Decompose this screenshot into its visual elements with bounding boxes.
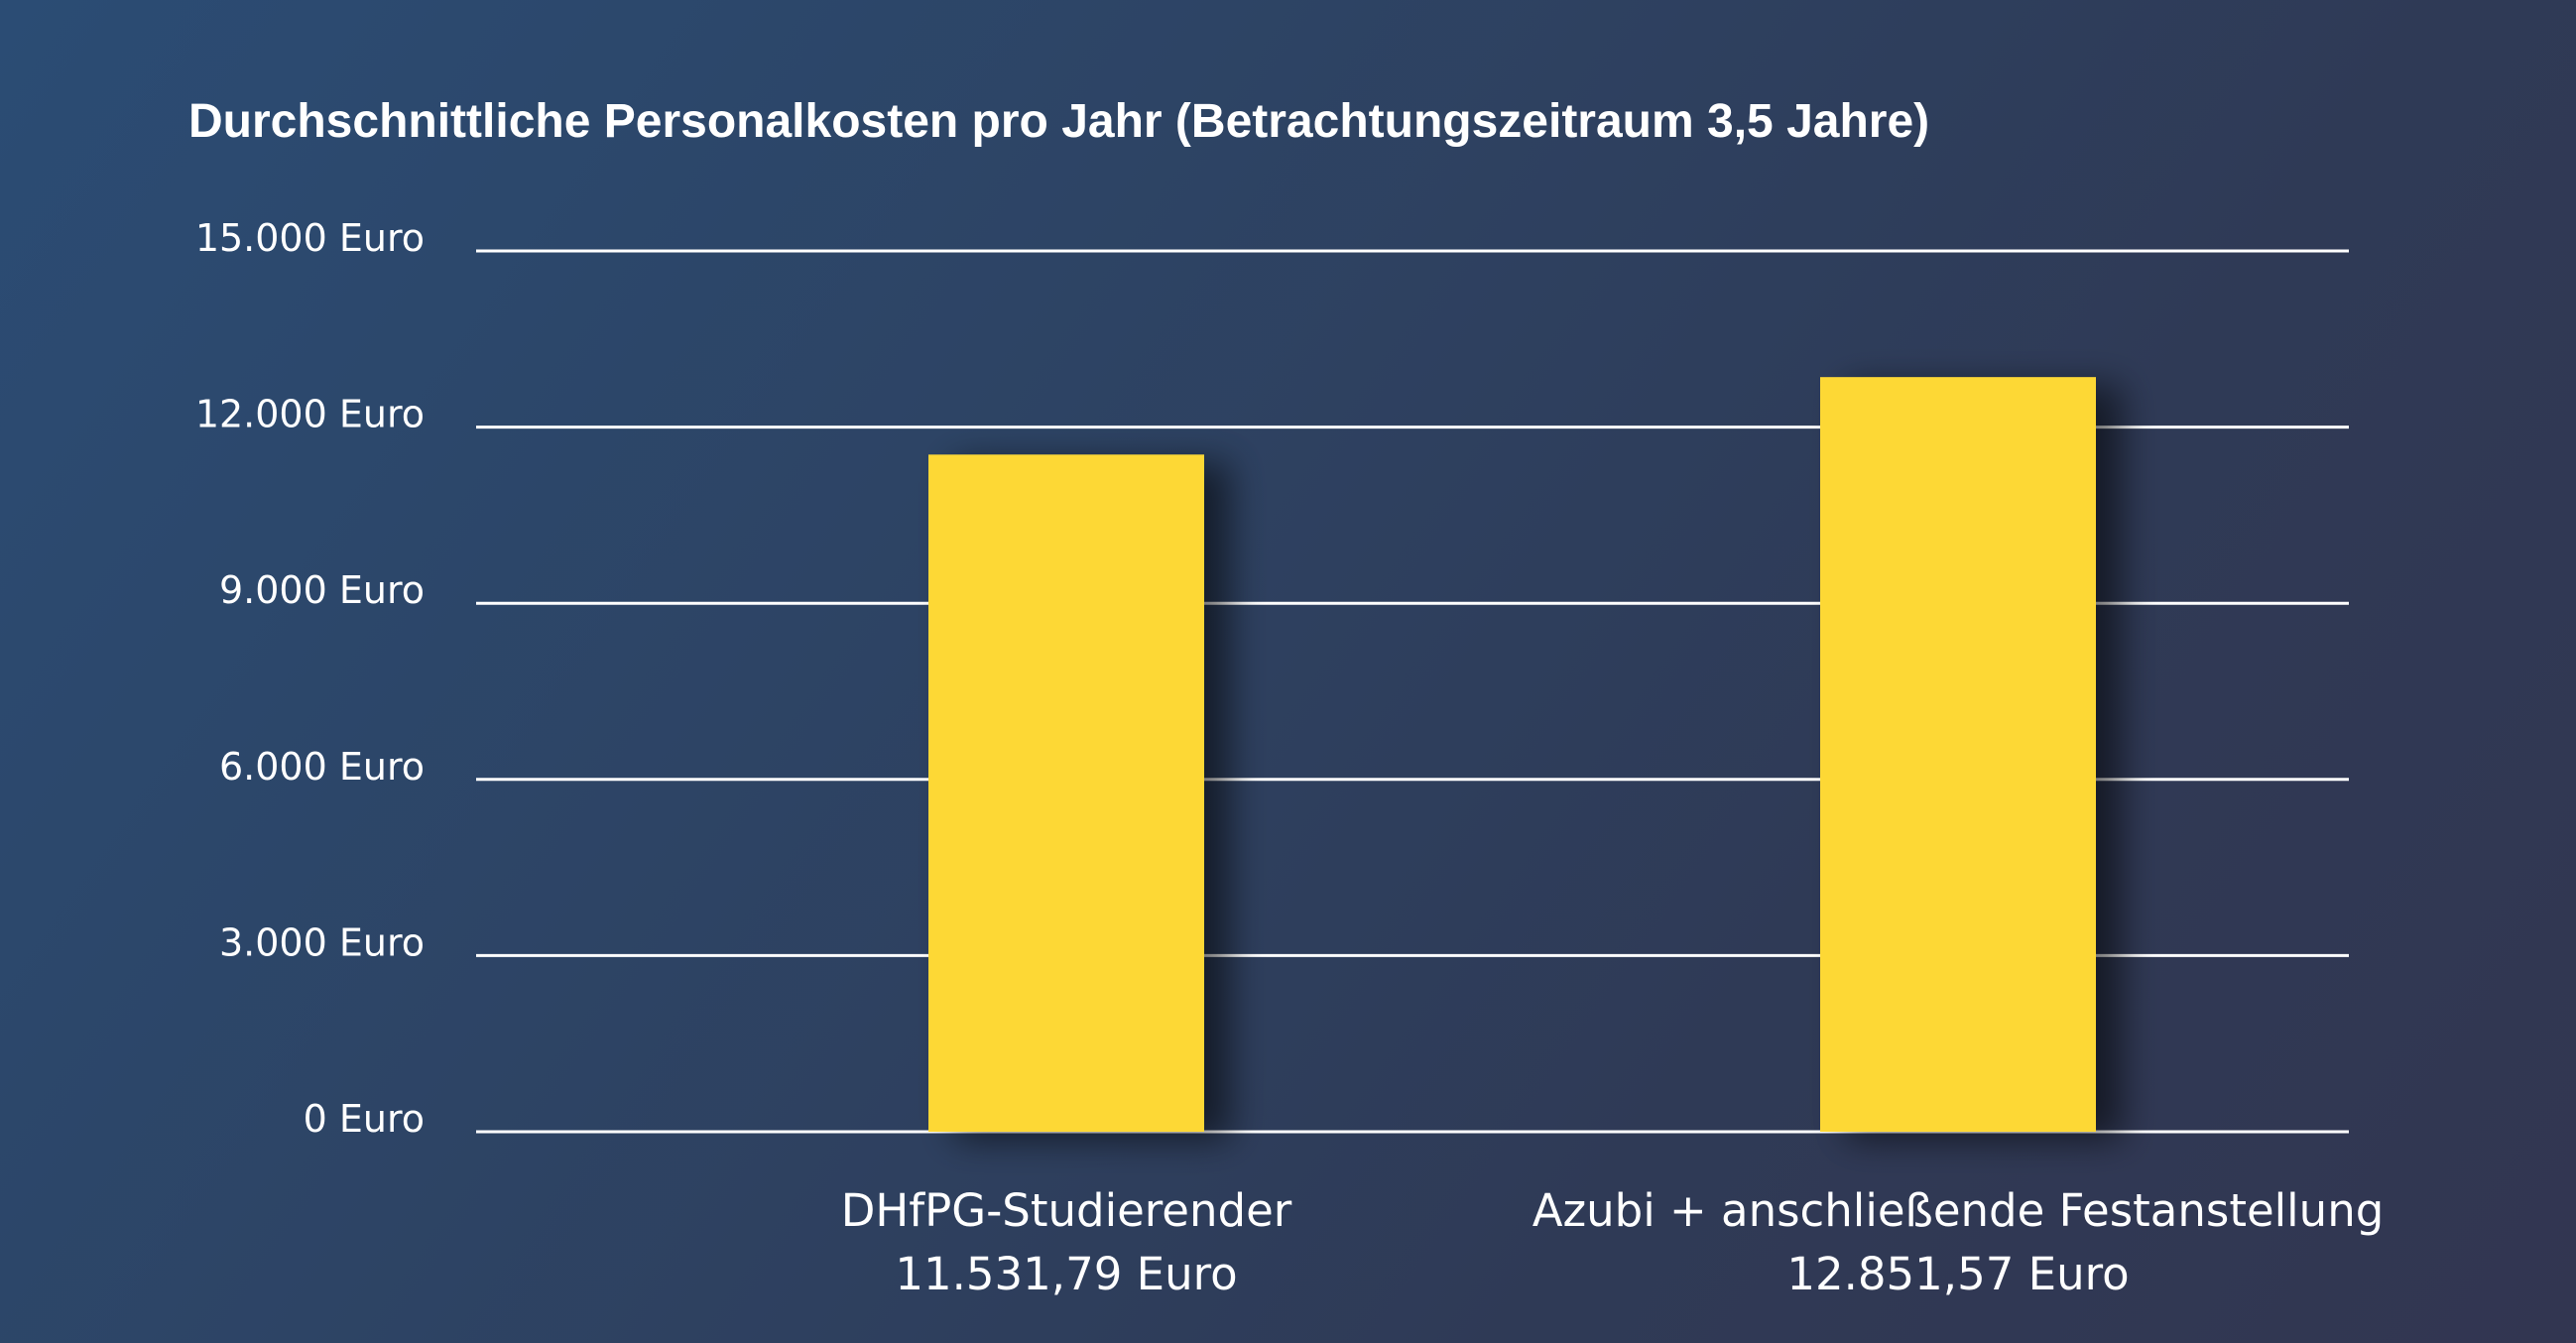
y-tick-label: 6.000 Euro [219,745,425,789]
bar [928,454,1204,1133]
chart-title: Durchschnittliche Personalkosten pro Jah… [188,95,1929,148]
y-tick-label: 3.000 Euro [219,920,425,964]
y-tick-label: 12.000 Euro [195,393,425,436]
bar-value-label: 12.851,57 Euro [1786,1248,2129,1300]
y-tick-label: 9.000 Euro [219,568,425,612]
x-category-label: DHfPG-Studierender [841,1184,1292,1237]
bars [928,377,2096,1133]
y-tick-label: 0 Euro [304,1097,425,1141]
x-axis-category-labels: DHfPG-Studierender 11.531,79 Euro Azubi + … [841,1184,2385,1300]
bar-value-label: 11.531,79 Euro [895,1248,1237,1300]
y-axis-tick-labels: 0 Euro 3.000 Euro 6.000 Euro 9.000 Euro 12.0… [195,216,425,1141]
y-tick-label: 15.000 Euro [195,216,425,260]
x-category-label: Azubi + anschließende Festanstellung [1533,1184,2385,1237]
bar [1820,377,2096,1133]
